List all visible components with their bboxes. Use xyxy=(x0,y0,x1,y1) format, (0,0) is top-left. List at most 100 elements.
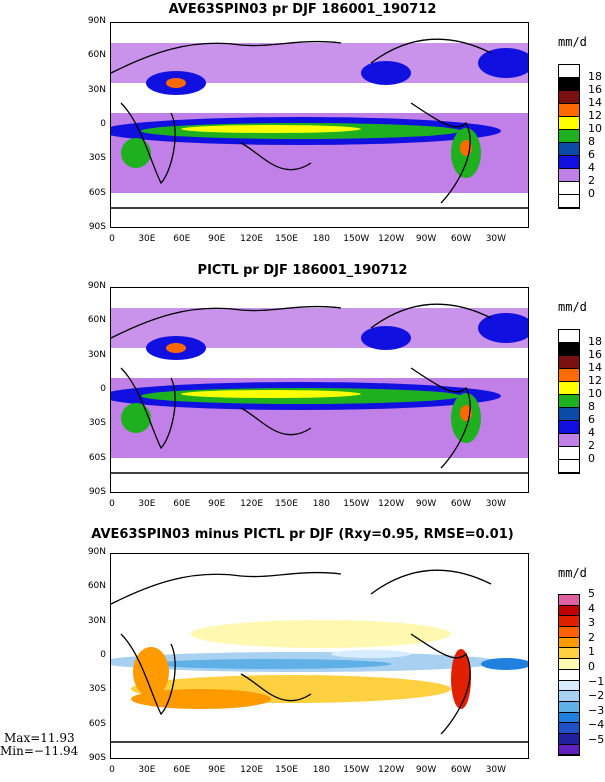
lon-label: 150W xyxy=(343,499,370,509)
colorbar-swatch xyxy=(559,182,579,195)
colorbar-swatch xyxy=(559,356,579,369)
colorbar-swatch xyxy=(559,195,579,208)
precip-map-1 xyxy=(110,22,529,228)
lon-label: 30W xyxy=(485,234,507,244)
lon-label: 60E xyxy=(173,499,191,509)
colorbar-swatch xyxy=(559,648,579,660)
colorbar-swatch xyxy=(559,91,579,104)
colorbar-swatch xyxy=(559,156,579,169)
lon-label: 60W xyxy=(450,765,472,775)
colorbar-swatch xyxy=(559,169,579,182)
colorbar-level-label: −1 xyxy=(588,674,605,688)
lat-label: 90N xyxy=(87,16,106,26)
lat-label: 30S xyxy=(88,418,106,429)
colorbar-swatch xyxy=(559,143,579,156)
lon-label: 150E xyxy=(275,234,298,244)
lon-label: 90W xyxy=(415,234,437,244)
colorbar-level-label: −2 xyxy=(588,689,605,703)
lat-label: 0 xyxy=(100,118,106,129)
colorbar-swatch xyxy=(559,395,579,408)
colorbar-level-label: 5 xyxy=(588,587,595,600)
colorbar-swatch xyxy=(559,616,579,628)
precip-map-2 xyxy=(110,287,529,493)
colorbar-swatch xyxy=(559,637,579,649)
colorbar-level-label: 0 xyxy=(588,659,595,673)
panel-3-title: AVE63SPIN03 minus PICTL pr DJF (Rxy=0.95… xyxy=(91,527,514,542)
lon-label: 30E xyxy=(138,234,156,244)
colorbar-swatch xyxy=(559,408,579,421)
colorbar-level-label: 6 xyxy=(588,413,595,426)
lat-label: 60N xyxy=(87,315,106,326)
colorbar-level-label: 12 xyxy=(588,374,602,387)
lat-label: 90N xyxy=(87,547,106,557)
lon-label: 30W xyxy=(485,765,507,775)
colorbar-level-label: 0 xyxy=(588,452,595,465)
lon-label: 180 xyxy=(312,234,330,244)
lon-label: 150E xyxy=(275,765,298,775)
colorbar-swatch xyxy=(559,65,579,78)
colorbar-level-label: 0 xyxy=(588,187,595,200)
lon-label: 60E xyxy=(173,234,191,244)
colorbar-swatch xyxy=(559,78,579,91)
lon-label: 30E xyxy=(138,499,156,509)
lon-label: 120W xyxy=(378,234,405,244)
colorbar-level-label: 3 xyxy=(588,616,595,630)
colorbar-swatch xyxy=(559,382,579,395)
lat-label: 60S xyxy=(88,187,106,198)
colorbar-swatch xyxy=(559,460,579,473)
colorbar-level-label: 4 xyxy=(588,601,595,615)
lon-label: 60W xyxy=(450,234,472,244)
colorbar-level-label: 14 xyxy=(588,361,602,374)
colorbar-level-label: −4 xyxy=(588,718,605,732)
lat-label: 90S xyxy=(88,486,106,497)
colorbar-swatch xyxy=(559,434,579,447)
colorbar-swatch xyxy=(559,130,579,143)
lat-label: 60S xyxy=(88,718,106,729)
lon-label: 60E xyxy=(173,765,191,775)
colorbar-level-label: 8 xyxy=(588,135,595,148)
lat-label: 30N xyxy=(87,84,106,95)
lon-label: 150W xyxy=(343,234,370,244)
lat-label: 60N xyxy=(87,50,106,61)
colorbar-swatch xyxy=(559,104,579,117)
lat-label: 90S xyxy=(88,221,106,232)
panel-1-title: AVE63SPIN03 pr DJF 186001_190712 xyxy=(168,2,437,17)
lon-label: 120E xyxy=(240,234,264,244)
colorbar-swatch xyxy=(559,627,579,638)
unit-label: mm/d xyxy=(558,300,587,314)
lon-label: 90W xyxy=(415,499,437,509)
colorbar-level-label: 10 xyxy=(588,122,602,135)
colorbar-level-label: 18 xyxy=(588,70,602,83)
lat-label: 30N xyxy=(87,349,106,360)
min-stat: Min=−11.94 xyxy=(0,744,79,758)
lon-label: 30E xyxy=(138,765,156,775)
colorbar-level-label: 2 xyxy=(588,439,595,452)
colorbar-swatch xyxy=(559,733,579,745)
colorbar-level-label: 12 xyxy=(588,109,602,122)
colorbar xyxy=(558,329,580,474)
lon-label: 90W xyxy=(415,765,437,775)
lon-label: 120E xyxy=(240,499,264,509)
lat-label: 30S xyxy=(88,684,106,695)
colorbar-level-label: 2 xyxy=(588,630,595,644)
colorbar-level-label: 16 xyxy=(588,348,602,361)
colorbar-swatch xyxy=(559,117,579,130)
colorbar-level-label: 1 xyxy=(588,645,595,659)
colorbar-swatch xyxy=(559,680,579,692)
lon-label: 0 xyxy=(109,234,115,244)
colorbar-level-label: 18 xyxy=(588,335,602,348)
precip-diff-map xyxy=(110,553,529,759)
lat-label: 90S xyxy=(88,752,106,763)
lon-label: 180 xyxy=(312,499,330,509)
lon-label: 150W xyxy=(343,765,370,775)
colorbar-swatch xyxy=(559,421,579,434)
unit-label: mm/d xyxy=(558,35,587,49)
lon-label: 90E xyxy=(208,234,226,244)
colorbar-level-label: −3 xyxy=(588,703,605,717)
lat-label: 90N xyxy=(87,281,106,291)
lon-label: 180 xyxy=(312,765,330,775)
colorbar-swatch xyxy=(559,701,579,713)
colorbar-swatch xyxy=(559,669,579,681)
colorbar-level-label: 16 xyxy=(588,83,602,96)
colorbar-swatch xyxy=(559,659,579,670)
